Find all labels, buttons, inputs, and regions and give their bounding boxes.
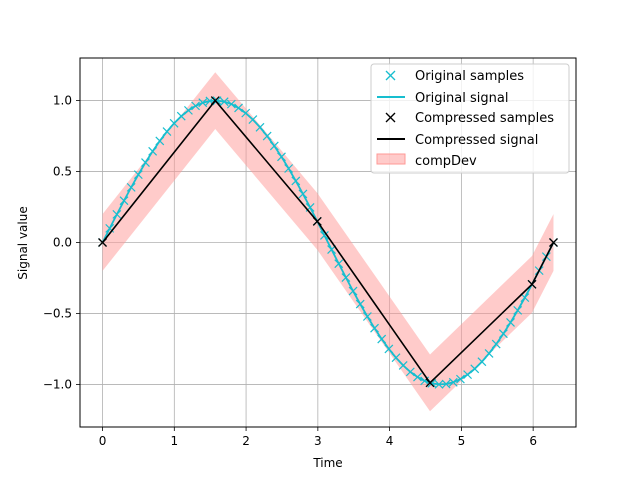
original-sample-point bbox=[513, 305, 523, 315]
compressed-sample-point bbox=[549, 238, 558, 247]
y-axis-ticks: −1.0 −0.5 0.0 0.5 1.0 bbox=[43, 94, 80, 391]
original-sample-point bbox=[520, 293, 530, 303]
compressed-sample-point bbox=[527, 279, 537, 289]
legend-marker-original-samples bbox=[385, 70, 396, 81]
x-tick-label-6: 6 bbox=[529, 434, 537, 448]
x-tick-label-2: 2 bbox=[242, 434, 250, 448]
original-sample-point bbox=[234, 103, 243, 113]
y-tick-label-2: 0.0 bbox=[53, 236, 72, 250]
original-sample-point bbox=[491, 339, 501, 349]
original-sample-point bbox=[413, 372, 422, 382]
original-sample-point bbox=[470, 364, 480, 374]
original-sample-point bbox=[298, 189, 308, 199]
original-sample-point bbox=[448, 377, 458, 387]
original-sample-point bbox=[405, 367, 415, 377]
original-sample-point bbox=[119, 196, 129, 206]
original-sample-point bbox=[248, 115, 258, 125]
original-sample-point bbox=[226, 99, 236, 109]
original-sample-point bbox=[255, 122, 265, 132]
original-sample-point bbox=[162, 127, 172, 136]
compressed-sample-point bbox=[210, 96, 220, 106]
y-tick-label-0: −1.0 bbox=[43, 377, 72, 391]
compressed-signal-line bbox=[101, 99, 555, 385]
original-sample-point bbox=[362, 312, 372, 321]
x-tick-label-0: 0 bbox=[99, 434, 107, 448]
original-sample-point bbox=[191, 101, 201, 111]
compressed-sample-point bbox=[312, 216, 322, 226]
original-sample-point bbox=[112, 209, 122, 219]
original-sample-point bbox=[370, 323, 379, 333]
x-axis-label: Time bbox=[312, 456, 342, 470]
compressed-sample-point bbox=[98, 238, 107, 247]
original-sample-point bbox=[148, 146, 158, 156]
legend-label-compdev: compDev bbox=[415, 154, 477, 169]
original-sample-point bbox=[391, 353, 401, 363]
original-sample-point bbox=[477, 357, 487, 367]
original-sample-point bbox=[456, 374, 465, 384]
x-axis-ticks: 0 1 2 3 4 5 6 bbox=[99, 427, 537, 448]
legend-label-original-samples: Original samples bbox=[415, 69, 524, 84]
original-sample-point bbox=[384, 344, 394, 354]
legend-marker-compdev bbox=[376, 153, 406, 165]
x-tick-label-4: 4 bbox=[386, 434, 394, 448]
x-tick-label-1: 1 bbox=[170, 434, 178, 448]
original-sample-point bbox=[155, 136, 165, 146]
original-sample-point bbox=[198, 98, 208, 108]
original-sample-point bbox=[212, 96, 222, 106]
original-sample-point bbox=[291, 176, 301, 186]
compressed-signal-path bbox=[101, 99, 555, 385]
original-sample-point bbox=[506, 318, 515, 327]
original-sample-point bbox=[277, 152, 286, 162]
x-tick-label-3: 3 bbox=[314, 434, 322, 448]
legend-box bbox=[370, 63, 570, 174]
original-sample-point bbox=[262, 131, 272, 141]
original-sample-point bbox=[463, 370, 473, 380]
original-sample-point bbox=[377, 334, 387, 344]
original-sample-point bbox=[484, 349, 494, 358]
legend-label-compressed-samples: Compressed samples bbox=[415, 111, 554, 126]
legend-marker-compressed-samples bbox=[385, 112, 396, 123]
original-sample-point bbox=[133, 170, 143, 180]
y-tick-label-1: −0.5 bbox=[43, 306, 72, 320]
original-sample-point bbox=[169, 118, 179, 128]
x-tick-label-5: 5 bbox=[458, 434, 466, 448]
original-sample-point bbox=[434, 379, 444, 389]
original-sample-point bbox=[126, 182, 136, 192]
original-sample-point bbox=[284, 164, 294, 173]
y-tick-label-4: 1.0 bbox=[53, 94, 72, 108]
y-tick-label-3: 0.5 bbox=[53, 165, 72, 179]
original-sample-point bbox=[241, 108, 251, 118]
original-sample-point bbox=[348, 286, 358, 296]
compressed-samples bbox=[98, 96, 558, 388]
original-sample-point bbox=[355, 299, 365, 309]
original-sample-point bbox=[441, 379, 451, 389]
original-sample-point bbox=[269, 141, 279, 151]
y-axis-label: Signal value bbox=[16, 206, 30, 279]
original-sample-point bbox=[141, 158, 150, 167]
legend-label-compressed-signal: Compressed signal bbox=[415, 133, 538, 148]
original-sample-point bbox=[341, 273, 351, 282]
original-sample-point bbox=[176, 111, 186, 121]
original-sample-point bbox=[334, 259, 344, 269]
compressed-sample-point bbox=[425, 378, 435, 388]
original-sample-point bbox=[219, 97, 229, 107]
original-sample-point bbox=[398, 360, 408, 370]
legend: Original samples Original signal Compres… bbox=[370, 63, 570, 174]
legend-label-original-signal: Original signal bbox=[415, 91, 508, 106]
original-sample-point bbox=[184, 105, 193, 115]
original-sample-point bbox=[498, 329, 508, 339]
original-sample-point bbox=[320, 231, 329, 240]
